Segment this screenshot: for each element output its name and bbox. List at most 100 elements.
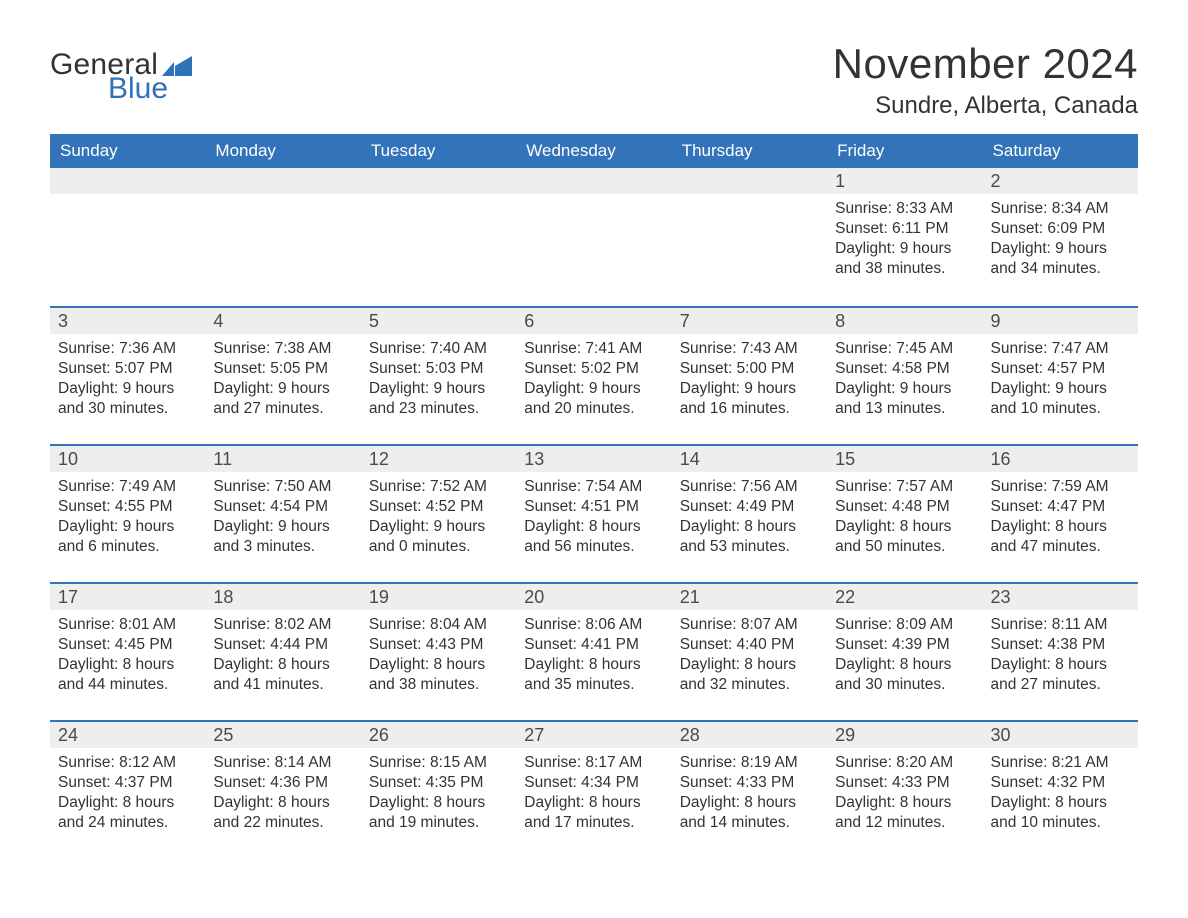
day-number: 23	[983, 584, 1138, 610]
day-cell: 2Sunrise: 8:34 AMSunset: 6:09 PMDaylight…	[983, 168, 1138, 306]
sunrise-text: Sunrise: 7:50 AM	[213, 477, 352, 497]
sunset-text: Sunset: 4:57 PM	[991, 359, 1130, 379]
page-title: November 2024	[833, 40, 1138, 88]
day-details: Sunrise: 7:38 AMSunset: 5:05 PMDaylight:…	[205, 334, 360, 430]
daylight-text-1: Daylight: 9 hours	[835, 379, 974, 399]
sunrise-text: Sunrise: 7:41 AM	[524, 339, 663, 359]
calendar-grid: Sunday Monday Tuesday Wednesday Thursday…	[50, 134, 1138, 858]
calendar-week: 3Sunrise: 7:36 AMSunset: 5:07 PMDaylight…	[50, 306, 1138, 444]
daylight-text-2: and 23 minutes.	[369, 399, 508, 419]
day-cell: 3Sunrise: 7:36 AMSunset: 5:07 PMDaylight…	[50, 308, 205, 444]
sunrise-text: Sunrise: 8:09 AM	[835, 615, 974, 635]
day-number: 19	[361, 584, 516, 610]
empty-day-bar	[672, 168, 827, 194]
day-cell: 21Sunrise: 8:07 AMSunset: 4:40 PMDayligh…	[672, 584, 827, 720]
day-number: 27	[516, 722, 671, 748]
daylight-text-1: Daylight: 8 hours	[680, 655, 819, 675]
day-details: Sunrise: 8:33 AMSunset: 6:11 PMDaylight:…	[827, 194, 982, 290]
sunset-text: Sunset: 4:47 PM	[991, 497, 1130, 517]
daylight-text-1: Daylight: 8 hours	[213, 655, 352, 675]
daylight-text-2: and 10 minutes.	[991, 813, 1130, 833]
daylight-text-1: Daylight: 9 hours	[58, 517, 197, 537]
weekday-header: Saturday	[983, 134, 1138, 168]
sunset-text: Sunset: 4:32 PM	[991, 773, 1130, 793]
day-number: 13	[516, 446, 671, 472]
daylight-text-2: and 3 minutes.	[213, 537, 352, 557]
day-details: Sunrise: 7:56 AMSunset: 4:49 PMDaylight:…	[672, 472, 827, 568]
daylight-text-2: and 12 minutes.	[835, 813, 974, 833]
day-number: 22	[827, 584, 982, 610]
day-details: Sunrise: 7:45 AMSunset: 4:58 PMDaylight:…	[827, 334, 982, 430]
daylight-text-1: Daylight: 8 hours	[213, 793, 352, 813]
day-details: Sunrise: 7:40 AMSunset: 5:03 PMDaylight:…	[361, 334, 516, 430]
sunrise-text: Sunrise: 8:17 AM	[524, 753, 663, 773]
day-cell: 20Sunrise: 8:06 AMSunset: 4:41 PMDayligh…	[516, 584, 671, 720]
sunset-text: Sunset: 6:11 PM	[835, 219, 974, 239]
sunset-text: Sunset: 5:07 PM	[58, 359, 197, 379]
daylight-text-1: Daylight: 9 hours	[991, 379, 1130, 399]
sunset-text: Sunset: 4:48 PM	[835, 497, 974, 517]
empty-day-bar	[361, 168, 516, 194]
day-number: 11	[205, 446, 360, 472]
empty-day-bar	[50, 168, 205, 194]
sunrise-text: Sunrise: 8:12 AM	[58, 753, 197, 773]
day-number: 2	[983, 168, 1138, 194]
day-cell: 29Sunrise: 8:20 AMSunset: 4:33 PMDayligh…	[827, 722, 982, 858]
daylight-text-2: and 16 minutes.	[680, 399, 819, 419]
daylight-text-2: and 47 minutes.	[991, 537, 1130, 557]
day-cell	[516, 168, 671, 306]
daylight-text-1: Daylight: 8 hours	[991, 517, 1130, 537]
sunrise-text: Sunrise: 8:07 AM	[680, 615, 819, 635]
sunrise-text: Sunrise: 7:45 AM	[835, 339, 974, 359]
day-details: Sunrise: 8:11 AMSunset: 4:38 PMDaylight:…	[983, 610, 1138, 706]
calendar-week: 24Sunrise: 8:12 AMSunset: 4:37 PMDayligh…	[50, 720, 1138, 858]
daylight-text-2: and 30 minutes.	[58, 399, 197, 419]
day-number: 8	[827, 308, 982, 334]
sunset-text: Sunset: 5:03 PM	[369, 359, 508, 379]
daylight-text-2: and 32 minutes.	[680, 675, 819, 695]
daylight-text-2: and 50 minutes.	[835, 537, 974, 557]
day-number: 18	[205, 584, 360, 610]
weekday-header-row: Sunday Monday Tuesday Wednesday Thursday…	[50, 134, 1138, 168]
daylight-text-1: Daylight: 8 hours	[58, 793, 197, 813]
daylight-text-2: and 0 minutes.	[369, 537, 508, 557]
day-number: 16	[983, 446, 1138, 472]
sunrise-text: Sunrise: 7:47 AM	[991, 339, 1130, 359]
header: General Blue November 2024 Sundre, Alber…	[50, 40, 1138, 120]
sunrise-text: Sunrise: 8:19 AM	[680, 753, 819, 773]
day-number: 3	[50, 308, 205, 334]
day-details: Sunrise: 7:52 AMSunset: 4:52 PMDaylight:…	[361, 472, 516, 568]
day-details: Sunrise: 8:01 AMSunset: 4:45 PMDaylight:…	[50, 610, 205, 706]
daylight-text-2: and 14 minutes.	[680, 813, 819, 833]
daylight-text-2: and 10 minutes.	[991, 399, 1130, 419]
sunrise-text: Sunrise: 7:49 AM	[58, 477, 197, 497]
sunset-text: Sunset: 5:02 PM	[524, 359, 663, 379]
sunset-text: Sunset: 4:36 PM	[213, 773, 352, 793]
day-cell: 10Sunrise: 7:49 AMSunset: 4:55 PMDayligh…	[50, 446, 205, 582]
day-cell: 19Sunrise: 8:04 AMSunset: 4:43 PMDayligh…	[361, 584, 516, 720]
day-details: Sunrise: 7:41 AMSunset: 5:02 PMDaylight:…	[516, 334, 671, 430]
sunset-text: Sunset: 4:44 PM	[213, 635, 352, 655]
weekday-header: Monday	[205, 134, 360, 168]
day-details: Sunrise: 8:19 AMSunset: 4:33 PMDaylight:…	[672, 748, 827, 844]
day-cell	[205, 168, 360, 306]
day-cell: 14Sunrise: 7:56 AMSunset: 4:49 PMDayligh…	[672, 446, 827, 582]
daylight-text-2: and 27 minutes.	[991, 675, 1130, 695]
day-details: Sunrise: 8:07 AMSunset: 4:40 PMDaylight:…	[672, 610, 827, 706]
daylight-text-1: Daylight: 9 hours	[835, 239, 974, 259]
daylight-text-1: Daylight: 8 hours	[991, 793, 1130, 813]
day-cell	[50, 168, 205, 306]
daylight-text-1: Daylight: 8 hours	[835, 517, 974, 537]
daylight-text-1: Daylight: 9 hours	[524, 379, 663, 399]
sunset-text: Sunset: 5:00 PM	[680, 359, 819, 379]
day-cell: 18Sunrise: 8:02 AMSunset: 4:44 PMDayligh…	[205, 584, 360, 720]
daylight-text-1: Daylight: 9 hours	[213, 517, 352, 537]
day-cell	[672, 168, 827, 306]
sunrise-text: Sunrise: 8:14 AM	[213, 753, 352, 773]
day-cell: 6Sunrise: 7:41 AMSunset: 5:02 PMDaylight…	[516, 308, 671, 444]
daylight-text-2: and 13 minutes.	[835, 399, 974, 419]
day-cell: 15Sunrise: 7:57 AMSunset: 4:48 PMDayligh…	[827, 446, 982, 582]
day-cell	[361, 168, 516, 306]
sunset-text: Sunset: 6:09 PM	[991, 219, 1130, 239]
sunrise-text: Sunrise: 8:34 AM	[991, 199, 1130, 219]
